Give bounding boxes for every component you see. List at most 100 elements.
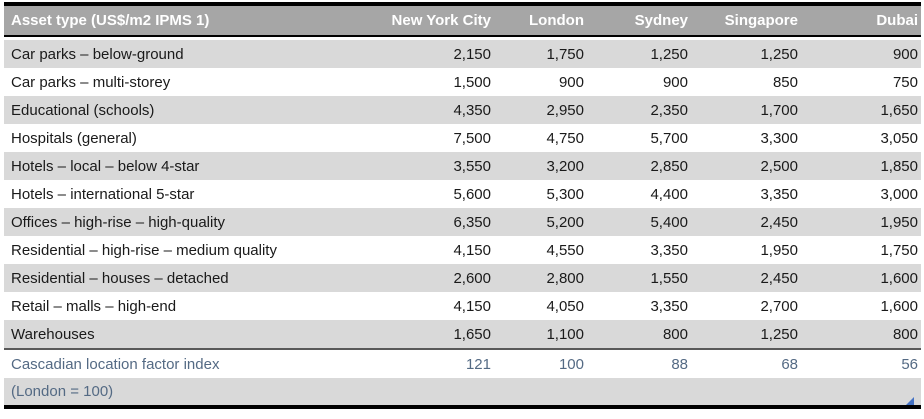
cell-value: 1,600 (801, 292, 921, 320)
table-row: Educational (schools) 4,350 2,950 2,350 … (4, 96, 921, 124)
cell-value: 1,950 (801, 208, 921, 236)
row-label: Offices – high-rise – high-quality (4, 208, 367, 236)
location-factor-index-row: Cascadian location factor index 121 100 … (4, 348, 921, 378)
cell-value: 1,250 (691, 37, 801, 68)
cell-value: 5,200 (494, 208, 587, 236)
table-row: Warehouses 1,650 1,100 800 1,250 800 (4, 320, 921, 348)
cell-value: 4,400 (587, 180, 691, 208)
cell-value: 4,150 (367, 292, 494, 320)
asset-cost-table: Asset type (US$/m2 IPMS 1) New York City… (4, 2, 921, 409)
row-label: Retail – malls – high-end (4, 292, 367, 320)
cell-value: 1,500 (367, 68, 494, 96)
row-label: Educational (schools) (4, 96, 367, 124)
table-row: Car parks – multi-storey 1,500 900 900 8… (4, 68, 921, 96)
index-value: 56 (801, 348, 921, 378)
row-label: Hospitals (general) (4, 124, 367, 152)
cell-value: 2,450 (691, 264, 801, 292)
cell-value: 1,750 (494, 37, 587, 68)
index-value: 68 (691, 348, 801, 378)
row-label: Car parks – multi-storey (4, 68, 367, 96)
cell-value: 1,250 (587, 37, 691, 68)
empty-cell (587, 378, 691, 409)
cell-value: 2,950 (494, 96, 587, 124)
cell-value: 2,500 (691, 152, 801, 180)
cell-value: 3,350 (587, 292, 691, 320)
cell-value: 1,100 (494, 320, 587, 348)
cell-value: 1,600 (801, 264, 921, 292)
index-value: 100 (494, 348, 587, 378)
cell-value: 2,350 (587, 96, 691, 124)
cell-value: 6,350 (367, 208, 494, 236)
empty-cell (801, 378, 921, 409)
column-header-new-york-city: New York City (367, 2, 494, 37)
table-row: Retail – malls – high-end 4,150 4,050 3,… (4, 292, 921, 320)
cell-value: 900 (494, 68, 587, 96)
cell-value: 4,050 (494, 292, 587, 320)
cell-value: 1,650 (367, 320, 494, 348)
cell-value: 1,550 (587, 264, 691, 292)
cell-value: 3,300 (691, 124, 801, 152)
cell-value: 800 (801, 320, 921, 348)
cell-value: 5,300 (494, 180, 587, 208)
cell-value: 5,400 (587, 208, 691, 236)
cell-value: 750 (801, 68, 921, 96)
cell-value: 2,800 (494, 264, 587, 292)
table-row: Residential – houses – detached 2,600 2,… (4, 264, 921, 292)
cell-value: 4,550 (494, 236, 587, 264)
corner-handle-icon (906, 397, 914, 405)
cell-value: 3,000 (801, 180, 921, 208)
cell-value: 5,700 (587, 124, 691, 152)
cell-value: 4,150 (367, 236, 494, 264)
row-label: Warehouses (4, 320, 367, 348)
footnote-row: (London = 100) (4, 378, 921, 409)
row-label: Residential – high-rise – medium quality (4, 236, 367, 264)
cell-value: 900 (587, 68, 691, 96)
cell-value: 4,750 (494, 124, 587, 152)
cell-value: 2,600 (367, 264, 494, 292)
column-header-singapore: Singapore (691, 2, 801, 37)
column-header-dubai: Dubai (801, 2, 921, 37)
table-row: Hotels – local – below 4-star 3,550 3,20… (4, 152, 921, 180)
index-value: 121 (367, 348, 494, 378)
cell-value: 3,200 (494, 152, 587, 180)
column-header-london: London (494, 2, 587, 37)
cell-value: 1,750 (801, 236, 921, 264)
cell-value: 5,600 (367, 180, 494, 208)
cell-value: 900 (801, 37, 921, 68)
row-label: Hotels – international 5-star (4, 180, 367, 208)
table-row: Car parks – below-ground 2,150 1,750 1,2… (4, 37, 921, 68)
cell-value: 1,850 (801, 152, 921, 180)
index-row-label: Cascadian location factor index (4, 348, 367, 378)
row-label: Residential – houses – detached (4, 264, 367, 292)
cell-value: 2,700 (691, 292, 801, 320)
empty-cell (494, 378, 587, 409)
table-row: Hotels – international 5-star 5,600 5,30… (4, 180, 921, 208)
header-row: Asset type (US$/m2 IPMS 1) New York City… (4, 2, 921, 37)
column-header-sydney: Sydney (587, 2, 691, 37)
index-value: 88 (587, 348, 691, 378)
cell-value: 1,650 (801, 96, 921, 124)
cell-value: 2,850 (587, 152, 691, 180)
cell-value: 3,350 (587, 236, 691, 264)
cell-value: 3,050 (801, 124, 921, 152)
cell-value: 2,450 (691, 208, 801, 236)
cell-value: 7,500 (367, 124, 494, 152)
cell-value: 1,250 (691, 320, 801, 348)
row-label: Car parks – below-ground (4, 37, 367, 68)
table-row: Residential – high-rise – medium quality… (4, 236, 921, 264)
footnote-label: (London = 100) (4, 378, 367, 409)
table-row: Hospitals (general) 7,500 4,750 5,700 3,… (4, 124, 921, 152)
cell-value: 4,350 (367, 96, 494, 124)
cell-value: 850 (691, 68, 801, 96)
cell-value: 3,350 (691, 180, 801, 208)
row-label: Hotels – local – below 4-star (4, 152, 367, 180)
table-row: Offices – high-rise – high-quality 6,350… (4, 208, 921, 236)
cell-value: 1,700 (691, 96, 801, 124)
empty-cell (367, 378, 494, 409)
column-header-asset-type: Asset type (US$/m2 IPMS 1) (4, 2, 367, 37)
cell-value: 2,150 (367, 37, 494, 68)
empty-cell (691, 378, 801, 409)
cell-value: 800 (587, 320, 691, 348)
cell-value: 1,950 (691, 236, 801, 264)
